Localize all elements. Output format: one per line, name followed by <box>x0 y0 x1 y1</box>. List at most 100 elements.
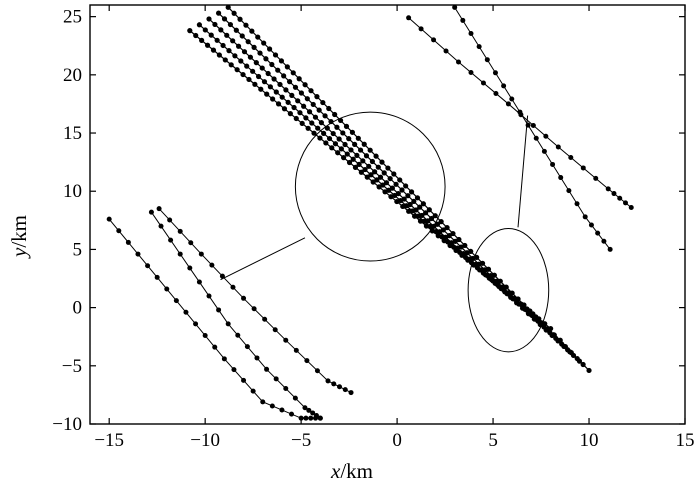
main-track-point <box>362 166 368 173</box>
main-track-point <box>218 27 224 33</box>
main-track-point <box>562 344 568 350</box>
inset-upper-right-point <box>541 148 547 154</box>
main-track-point <box>251 44 257 50</box>
main-track-point <box>267 84 273 90</box>
main-track-point <box>352 141 358 147</box>
inset-upper-right-point <box>456 59 462 65</box>
inset-upper-right-point <box>525 122 531 128</box>
main-track-point <box>356 161 362 167</box>
main-track-point <box>278 58 285 64</box>
main-track-point <box>283 87 289 93</box>
main-track-point <box>224 32 230 38</box>
main-track-point <box>258 86 264 92</box>
inset-lower-left-point <box>304 358 310 364</box>
inset-upper-right-point <box>501 83 507 89</box>
plot-marks <box>106 4 634 421</box>
main-track-point <box>338 146 344 152</box>
main-track-point <box>330 130 336 137</box>
main-track-point <box>377 174 384 180</box>
inset-upper-right-point <box>623 200 628 206</box>
main-track-point <box>244 63 250 69</box>
inset-lower-left-point <box>254 355 260 361</box>
main-track-point <box>509 290 515 296</box>
main-track-point <box>281 106 288 112</box>
main-track-point <box>299 120 305 127</box>
main-track-point <box>462 242 468 249</box>
x-tick-label: 15 <box>676 430 695 451</box>
main-track-point <box>302 82 308 88</box>
y-tick-label: 15 <box>63 123 82 144</box>
inset-lower-left-point <box>279 407 285 413</box>
main-track-point <box>255 73 262 80</box>
inset-lower-left-point <box>177 251 183 257</box>
main-track-point <box>586 367 592 374</box>
main-track-point <box>401 196 407 202</box>
main-track-point <box>479 260 486 266</box>
main-track-point <box>275 101 282 107</box>
main-track-point <box>291 104 297 111</box>
main-track-point <box>326 105 332 112</box>
main-track-point <box>275 67 281 73</box>
main-track-point <box>440 227 446 233</box>
zoom-circle-2 <box>467 227 550 353</box>
main-track-point <box>358 169 364 175</box>
main-track-point <box>212 21 218 28</box>
main-track-point <box>485 266 492 272</box>
inset-lower-left-point <box>156 206 162 212</box>
main-track-point <box>257 50 263 56</box>
inset-lower-left-point <box>145 263 151 269</box>
main-track-point <box>204 42 211 48</box>
inset-lower-left-point <box>188 240 194 246</box>
main-track-point <box>408 189 415 195</box>
main-track-point <box>263 56 269 62</box>
connector-line-1 <box>220 237 306 281</box>
inset-upper-right-point <box>509 96 515 102</box>
inset-lower-left-point <box>241 377 247 383</box>
inset-lower-left-point <box>148 209 154 215</box>
main-track-point <box>427 223 433 230</box>
main-track-point <box>255 34 261 40</box>
x-tick-label: −10 <box>190 430 220 451</box>
main-track-point <box>215 10 222 16</box>
main-track-point <box>387 175 393 182</box>
x-tick-label: −5 <box>291 430 311 451</box>
main-track-point <box>273 89 279 95</box>
main-track-point <box>385 165 391 171</box>
main-track-point <box>284 64 290 70</box>
inset-lower-left-point <box>206 293 212 299</box>
inset-lower-left-point <box>235 332 241 338</box>
inset-upper-right-point <box>558 175 564 181</box>
main-track-point <box>261 79 268 85</box>
main-track-point <box>270 96 276 102</box>
inset-upper-right-point <box>480 80 486 86</box>
inset-lower-left-point <box>317 415 323 421</box>
inset-lower-left-point <box>331 381 337 387</box>
inset-lower-left-point <box>342 387 348 393</box>
inset-lower-left-point <box>168 237 174 243</box>
main-track-point <box>226 48 232 54</box>
main-track-point <box>259 65 265 71</box>
inset-upper-right-point <box>443 48 449 54</box>
inset-upper-right-point <box>468 70 474 76</box>
inset-lower-left-point <box>135 251 141 257</box>
main-track-point <box>252 81 258 87</box>
main-track-point <box>309 120 315 126</box>
inset-lower-left-point <box>230 284 236 290</box>
inset-lower-left-point <box>273 376 279 382</box>
inset-lower-left-point <box>260 399 266 405</box>
inset-upper-right-point <box>550 161 556 167</box>
main-track-point <box>298 90 305 96</box>
main-track-point <box>425 218 431 224</box>
inset-upper-right-point <box>574 201 580 207</box>
main-track-point <box>456 236 462 243</box>
inset-upper-right-point <box>476 44 482 50</box>
main-track-point <box>301 103 307 109</box>
zoom-circle-1 <box>294 111 446 262</box>
main-track-point <box>361 141 367 147</box>
main-track-point <box>208 32 214 38</box>
main-track-point <box>428 215 435 222</box>
inset-upper-right-point <box>530 122 536 128</box>
main-track-point <box>206 16 212 22</box>
main-track-point <box>221 16 228 22</box>
main-track-point <box>235 43 242 49</box>
